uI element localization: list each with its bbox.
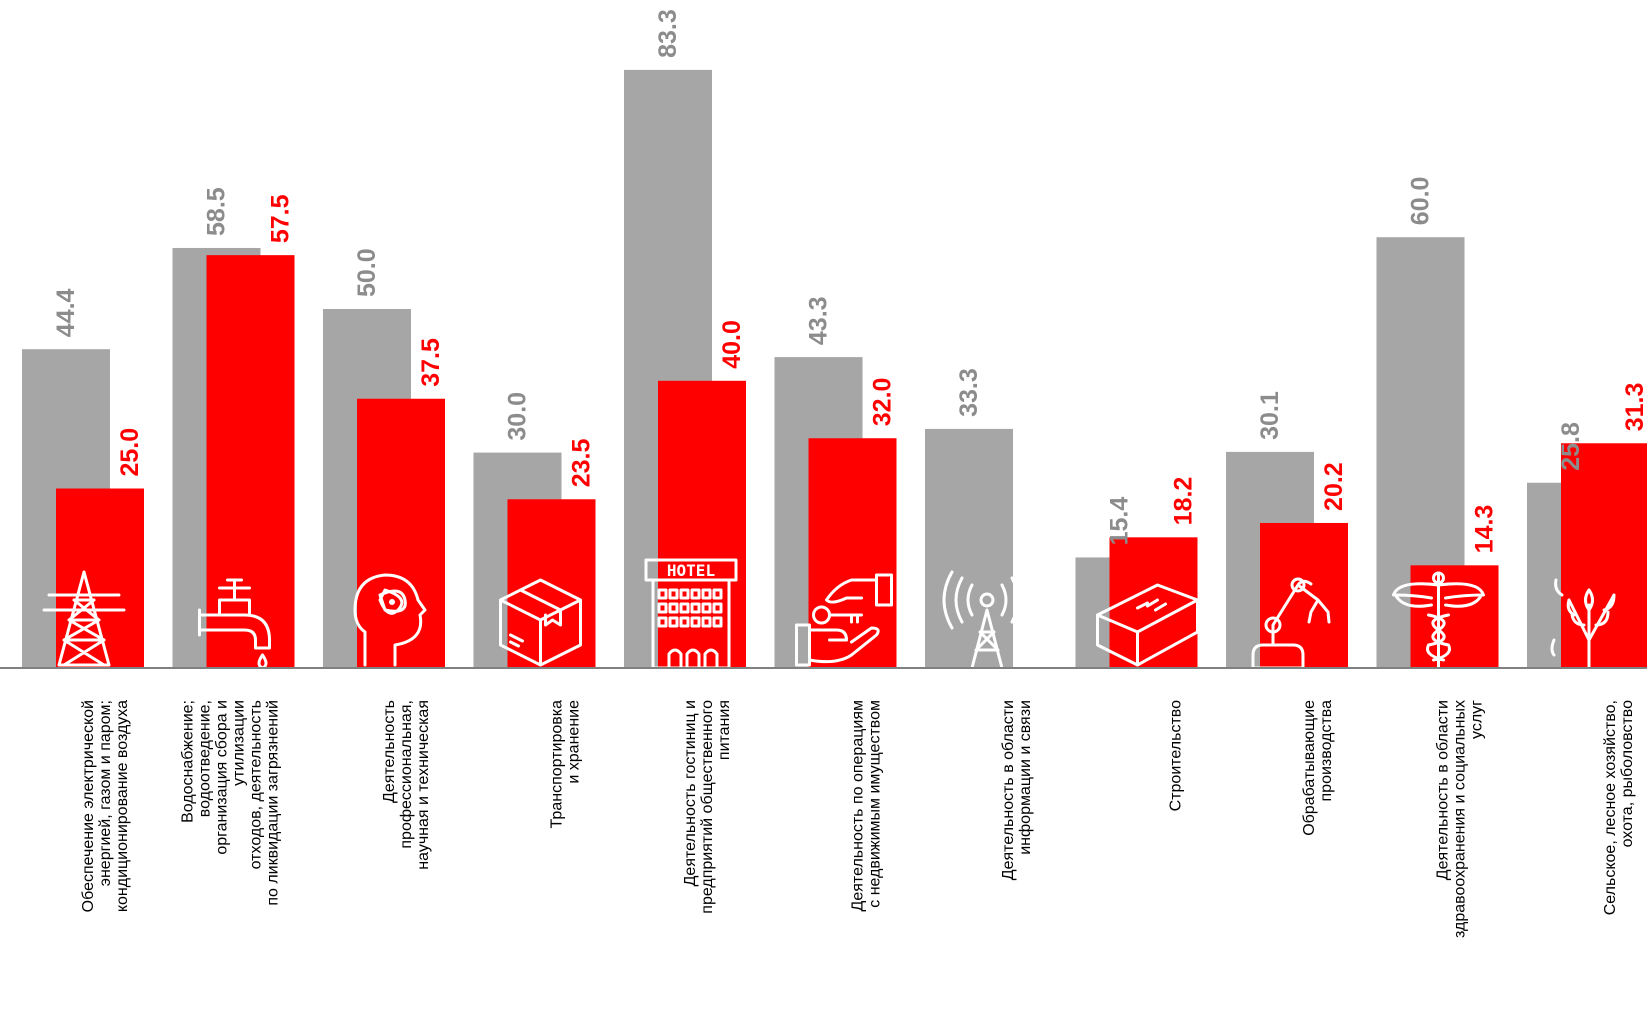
category-label-7: Строительство [1168, 700, 1185, 811]
gray-value-label-7: 15.4 [1106, 497, 1134, 546]
category-label-line: утилизации [231, 700, 248, 786]
hotel-icon: HOTEL [644, 558, 738, 670]
category-label-line: Водоснабжение; [180, 700, 197, 823]
category-label-line: предприятий общественного [699, 700, 716, 914]
category-label-0: Обеспечение электрической энергией, газом… [80, 700, 131, 912]
red-value-label-5: 32.0 [869, 378, 897, 427]
gray-value-label-5: 43.3 [805, 296, 833, 345]
category-label-line: Строительство [1168, 700, 1185, 811]
red-value-label-1: 57.5 [267, 194, 295, 243]
red-value-label-4: 40.0 [718, 320, 746, 369]
category-label-line: услуг [1469, 700, 1486, 739]
red-value-label-7: 18.2 [1170, 477, 1198, 526]
gray-value-label-6: 33.3 [955, 368, 983, 417]
category-label-10: Сельское, лесное хозяйство, охота, рыболо… [1602, 700, 1636, 915]
category-label-line: водоотведение, [197, 700, 214, 817]
red-value-label-0: 25.0 [116, 428, 144, 477]
category-label-line: Сельское, лесное хозяйство, [1602, 700, 1619, 915]
category-label-3: Транспортировка и хранение [549, 700, 583, 829]
wheat-icon [1550, 578, 1616, 670]
category-label-line: энергией, газом и паром; [97, 700, 114, 886]
category-label-2: Деятельность профессиональная, научная и т… [381, 700, 432, 870]
gray-value-label-1: 58.5 [203, 187, 231, 236]
category-label-line: Деятельность по операциям [850, 700, 867, 911]
category-labels: Обеспечение электрической энергией, газом… [80, 700, 1636, 938]
red-value-label-10: 31.3 [1621, 383, 1647, 432]
category-icons: HOTEL [42, 558, 1616, 670]
category-label-line: Деятельность в области [1000, 700, 1017, 880]
category-label-line: Обрабатывающие [1301, 700, 1318, 836]
category-label-5: Деятельность по операциям с недвижимым им… [850, 700, 884, 911]
category-label-line: здравоохранения и социальных [1452, 700, 1469, 938]
power-tower-icon [42, 570, 126, 667]
radio-tower-icon [942, 570, 1032, 670]
red-value-label-2: 37.5 [417, 338, 445, 387]
value-labels: 44.4 25.0 58.5 57.5 50.0 37.5 30.0 23.5 83.3 40.0… [52, 9, 1647, 553]
brick-icon [1096, 583, 1199, 667]
category-label-line: Деятельность в области [1435, 700, 1452, 880]
category-label-line: питания [716, 700, 733, 760]
category-label-line: и хранение [566, 700, 583, 784]
category-label-line: информации и связи [1017, 700, 1034, 855]
gray-value-label-4: 83.3 [654, 9, 682, 58]
red-value-label-8: 20.2 [1320, 462, 1348, 511]
red-bar-9 [1410, 565, 1499, 668]
red-bar-10 [1561, 443, 1647, 668]
gray-value-label-0: 44.4 [52, 288, 80, 337]
category-label-line: организация сбора и [214, 700, 231, 855]
gray-value-label-3: 30.0 [504, 392, 532, 441]
category-label-line: научная и техническая [415, 700, 432, 870]
category-label-line: Деятельность [381, 700, 398, 803]
category-label-line: профессиональная, [398, 700, 415, 849]
category-label-line: охота, рыболовство [1619, 700, 1636, 848]
category-label-line: Деятельность гостиниц и [682, 700, 699, 886]
gray-bar-6 [925, 428, 1013, 668]
category-label-line: по ликвидации загрязнений [265, 700, 282, 906]
red-value-label-3: 23.5 [568, 439, 596, 488]
gray-value-label-8: 30.1 [1256, 391, 1284, 440]
category-label-8: Обрабатывающие производства [1301, 700, 1335, 836]
gray-value-label-2: 50.0 [353, 248, 381, 297]
house-key-hand-icon [795, 573, 893, 667]
category-label-line: Обеспечение электрической [80, 700, 97, 912]
red-value-label-9: 14.3 [1471, 505, 1499, 554]
red-bar-3 [507, 499, 596, 668]
category-label-line: производства [1318, 700, 1335, 802]
caduceus-icon [1392, 571, 1485, 670]
red-bar-5 [808, 438, 897, 668]
category-label-1: Водоснабжение; водоотведение, организация … [180, 700, 282, 906]
gray-value-label-10: 25.8 [1557, 422, 1585, 471]
category-label-9: Деятельность в области здравоохранения и … [1435, 700, 1486, 938]
red-bar-2 [357, 398, 445, 668]
category-label-6: Деятельность в области информации и связи [1000, 700, 1034, 880]
category-label-line: кондиционирование воздуха [114, 700, 131, 912]
gray-value-label-9: 60.0 [1407, 177, 1435, 226]
category-label-line: с недвижимым имуществом [867, 700, 884, 908]
science-head-icon [353, 573, 427, 667]
category-label-line: отходов, деятельность [248, 700, 265, 869]
category-label-line: Транспортировка [549, 700, 566, 829]
hotel-sign-text: HOTEL [667, 561, 715, 580]
category-label-4: Деятельность гостиниц и предприятий общес… [682, 700, 733, 914]
robotic-arm-icon [1251, 577, 1331, 670]
cardboard-box-icon [499, 578, 582, 667]
